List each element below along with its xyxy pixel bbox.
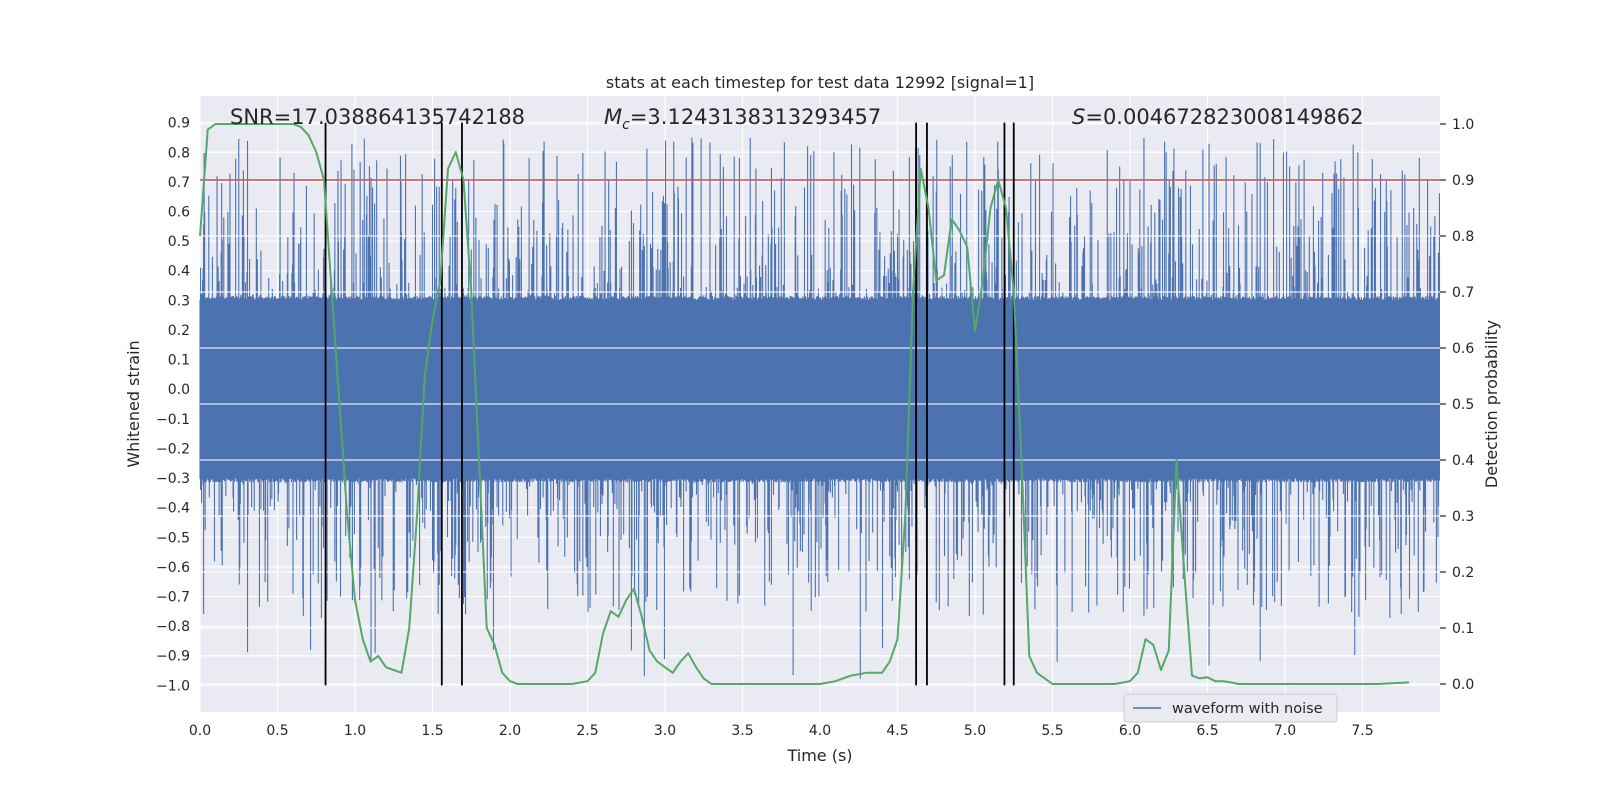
chirp-mass-symbol: M	[604, 105, 622, 129]
left-y-tick-label: 0.7	[168, 175, 190, 191]
x-tick-label: 7.5	[1351, 723, 1373, 739]
s-annotation: S=0.004672823008149862	[1072, 105, 1363, 129]
detection-probability-line	[199, 123, 1410, 685]
left-y-tick-label: −0.1	[156, 412, 190, 428]
x-tick-label: 1.5	[421, 723, 443, 739]
legend-box	[1123, 693, 1338, 723]
left-y-tick-label: −1.0	[156, 678, 190, 694]
x-tick-label: 0.5	[266, 723, 288, 739]
detection-probability-series	[199, 123, 1410, 685]
left-y-tick-label: −0.4	[156, 501, 190, 517]
right-y-axis-label: Detection probability	[1482, 320, 1501, 488]
left-y-axis-label: Whitened strain	[124, 340, 143, 467]
x-tick-label: 3.0	[654, 723, 676, 739]
left-y-tick-label: 0.4	[168, 264, 190, 280]
x-tick-label: 6.0	[1119, 723, 1141, 739]
left-y-tick-label: −0.9	[156, 649, 190, 665]
x-axis-label: Time (s)	[786, 746, 852, 765]
waveform-core-band	[200, 300, 1440, 479]
right-y-tick-label: 0.4	[1452, 453, 1474, 469]
chirp-mass-subscript: c	[622, 117, 630, 133]
x-tick-label: 5.5	[1041, 723, 1063, 739]
x-tick-label: 6.5	[1196, 723, 1218, 739]
x-tick-label: 2.0	[499, 723, 521, 739]
left-y-tick-label: 0.9	[168, 116, 190, 132]
x-tick-label: 3.5	[731, 723, 753, 739]
left-y-tick-label: 0.3	[168, 293, 190, 309]
x-tick-label: 0.0	[189, 723, 211, 739]
left-y-tick-label: 0.2	[168, 323, 190, 339]
chirp-mass-value: =3.1243138313293457	[630, 105, 881, 129]
legend: waveform with noise	[1123, 693, 1338, 723]
left-y-tick-label: 0.8	[168, 145, 190, 161]
right-y-tick-label: 0.8	[1452, 229, 1474, 245]
right-y-tick-label: 0.1	[1452, 621, 1474, 637]
x-tick-label: 4.5	[886, 723, 908, 739]
right-y-tick-label: 1.0	[1452, 117, 1474, 133]
right-y-tick-label: 0.5	[1452, 397, 1474, 413]
left-y-tick-label: −0.6	[156, 560, 190, 576]
x-tick-label: 4.0	[809, 723, 831, 739]
waveform-series	[199, 123, 1441, 685]
x-tick-label: 7.0	[1274, 723, 1296, 739]
snr-annotation: SNR=17.038864135742188	[230, 105, 525, 129]
left-y-tick-label: −0.5	[156, 530, 190, 546]
right-y-tick-label: 0.2	[1452, 565, 1474, 581]
x-axis-ticks: 0.0 0.5 1.0 1.5 2.0 2.5 3.0 3.5 4.0 4.5 5.0 5.5 6.0 6…	[189, 723, 1374, 739]
chart-title: stats at each timestep for test data 129…	[606, 73, 1034, 92]
x-tick-label: 1.0	[344, 723, 366, 739]
right-y-axis-ticks: 0.0 0.1 0.2 0.3 0.4 0.5 0.6 0.7 0.8 0.9 1.0	[1440, 117, 1474, 693]
x-tick-label: 5.0	[964, 723, 986, 739]
right-y-tick-label: 0.6	[1452, 341, 1474, 357]
legend-label: waveform with noise	[1172, 701, 1323, 717]
left-y-tick-label: 0.6	[168, 205, 190, 221]
left-y-tick-label: 0.1	[168, 353, 190, 369]
left-y-tick-label: 0.5	[168, 234, 190, 250]
chirp-mass-annotation: Mc=3.1243138313293457	[604, 105, 881, 133]
right-y-tick-label: 0.3	[1452, 509, 1474, 525]
s-value: =0.004672823008149862	[1085, 105, 1363, 129]
left-y-tick-label: −0.3	[156, 471, 190, 487]
s-symbol: S	[1072, 105, 1085, 129]
right-y-tick-label: 0.9	[1452, 173, 1474, 189]
left-y-tick-label: −0.2	[156, 441, 190, 457]
left-y-axis-ticks: −1.0 −0.9 −0.8 −0.7 −0.6 −0.5 −0.4 −0.3 −0.2 −0.1…	[156, 116, 190, 695]
right-y-tick-label: 0.7	[1452, 285, 1474, 301]
left-y-tick-label: −0.8	[156, 619, 190, 635]
left-y-tick-label: 0.0	[168, 382, 190, 398]
left-y-tick-label: −0.7	[156, 590, 190, 606]
x-tick-label: 2.5	[576, 723, 598, 739]
right-y-tick-label: 0.0	[1452, 677, 1474, 693]
